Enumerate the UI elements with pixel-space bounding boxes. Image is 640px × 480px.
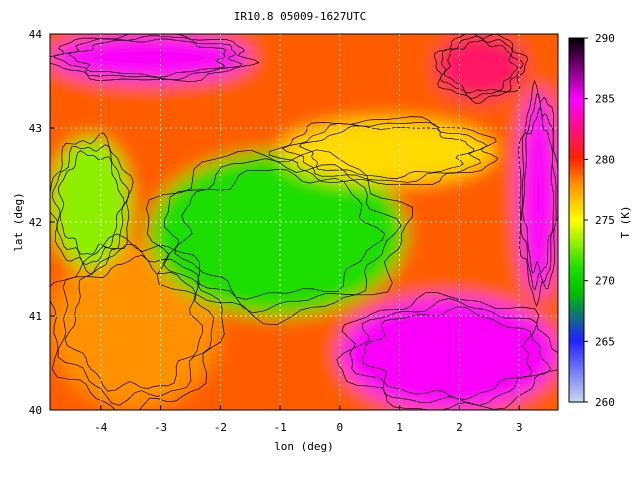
x-tick-label: -2 [214, 421, 227, 434]
colorbar-ticks: 260 265 270 275 280 285 290 [584, 32, 615, 409]
contour-line [520, 93, 557, 291]
colorbar-tick-label: 260 [595, 396, 615, 409]
colorbar [568, 37, 585, 403]
contour-line [58, 150, 125, 255]
contour-line [146, 149, 414, 326]
x-tick-label: -1 [273, 421, 286, 434]
x-tick-label: 0 [337, 421, 344, 434]
contour-line [349, 298, 552, 406]
region-western-plateau [50, 137, 131, 269]
contour-line [268, 116, 499, 186]
y-tick-label: 41 [29, 310, 42, 323]
y-axis-label: lat (deg) [12, 192, 25, 252]
region-bay-of-biscay [50, 34, 251, 81]
contour-line [68, 38, 227, 78]
x-tick-label: -4 [94, 421, 108, 434]
x-axis-label: lon (deg) [274, 440, 334, 453]
contour-line [50, 233, 225, 410]
x-tick-label: -3 [154, 421, 167, 434]
x-tick-label: 1 [396, 421, 403, 434]
chart-title: IR10.8 05009-1627UTC [234, 10, 366, 23]
colorbar-tick-label: 285 [595, 93, 615, 106]
contour-line [57, 243, 214, 406]
contour-line [174, 169, 386, 300]
region-mediterranean-sea [339, 297, 558, 410]
contour-line [162, 158, 402, 314]
region-ebro-basin [148, 151, 406, 316]
contour-line [522, 106, 555, 274]
contour-line [362, 306, 533, 400]
y-tick-label: 42 [29, 216, 42, 229]
colorbar-tick-label: 265 [595, 335, 615, 348]
contour-line [444, 40, 518, 94]
colorbar-label: T (K) [619, 205, 632, 238]
contour-line [50, 34, 260, 83]
colorbar-tick-label: 275 [595, 214, 615, 227]
x-axis: -4 -3 -2 -1 0 1 2 3 [94, 405, 522, 434]
contour-line [336, 292, 558, 410]
region-pyrenees [280, 118, 496, 185]
contour-lines [50, 34, 558, 410]
y-tick-label: 40 [29, 404, 42, 417]
temperature-field [50, 34, 558, 410]
x-tick-label: 3 [516, 421, 523, 434]
y-tick-label: 43 [29, 122, 42, 135]
colorbar-tick-label: 280 [595, 153, 615, 166]
plot-area [50, 34, 558, 410]
contour-line [54, 35, 243, 80]
contour-line [434, 34, 528, 104]
x-tick-label: 2 [456, 421, 463, 434]
region-gulf-of-lion [519, 90, 558, 298]
contour-line [50, 132, 134, 275]
contour-line [439, 35, 524, 99]
contour-line [64, 254, 204, 392]
contour-line [281, 121, 488, 183]
colorbar-tick-label: 290 [595, 32, 615, 45]
y-axis: 40 41 42 43 44 [29, 28, 55, 417]
contour-line [518, 79, 558, 307]
colorbar-tick-label: 270 [595, 275, 615, 288]
contour-line [51, 144, 130, 265]
y-tick-label: 44 [29, 28, 43, 41]
